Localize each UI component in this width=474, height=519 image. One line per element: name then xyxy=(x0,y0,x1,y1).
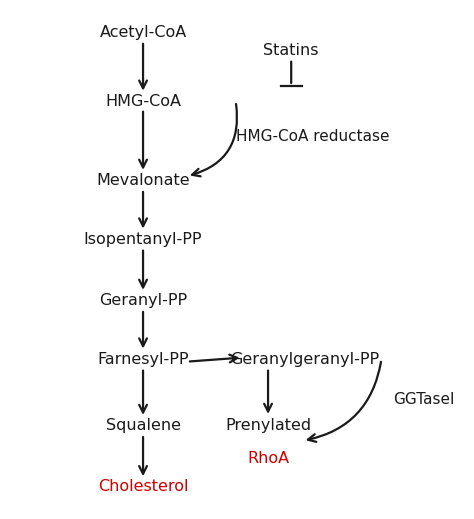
Text: Mevalonate: Mevalonate xyxy=(96,173,190,188)
Text: Squalene: Squalene xyxy=(106,418,181,433)
Text: Geranyl-PP: Geranyl-PP xyxy=(99,293,187,308)
Text: Isopentanyl-PP: Isopentanyl-PP xyxy=(84,231,202,247)
Text: Farnesyl-PP: Farnesyl-PP xyxy=(97,351,189,366)
Text: Prenylated: Prenylated xyxy=(225,418,311,433)
Text: RhoA: RhoA xyxy=(247,451,289,466)
Text: Acetyl-CoA: Acetyl-CoA xyxy=(100,25,187,40)
Text: HMG-CoA reductase: HMG-CoA reductase xyxy=(236,129,389,144)
Text: Geranylgeranyl-PP: Geranylgeranyl-PP xyxy=(230,351,380,366)
Text: HMG-CoA: HMG-CoA xyxy=(105,94,181,108)
Text: Cholesterol: Cholesterol xyxy=(98,479,188,494)
Text: Statins: Statins xyxy=(264,43,319,58)
Text: GGTaseI: GGTaseI xyxy=(393,392,455,407)
